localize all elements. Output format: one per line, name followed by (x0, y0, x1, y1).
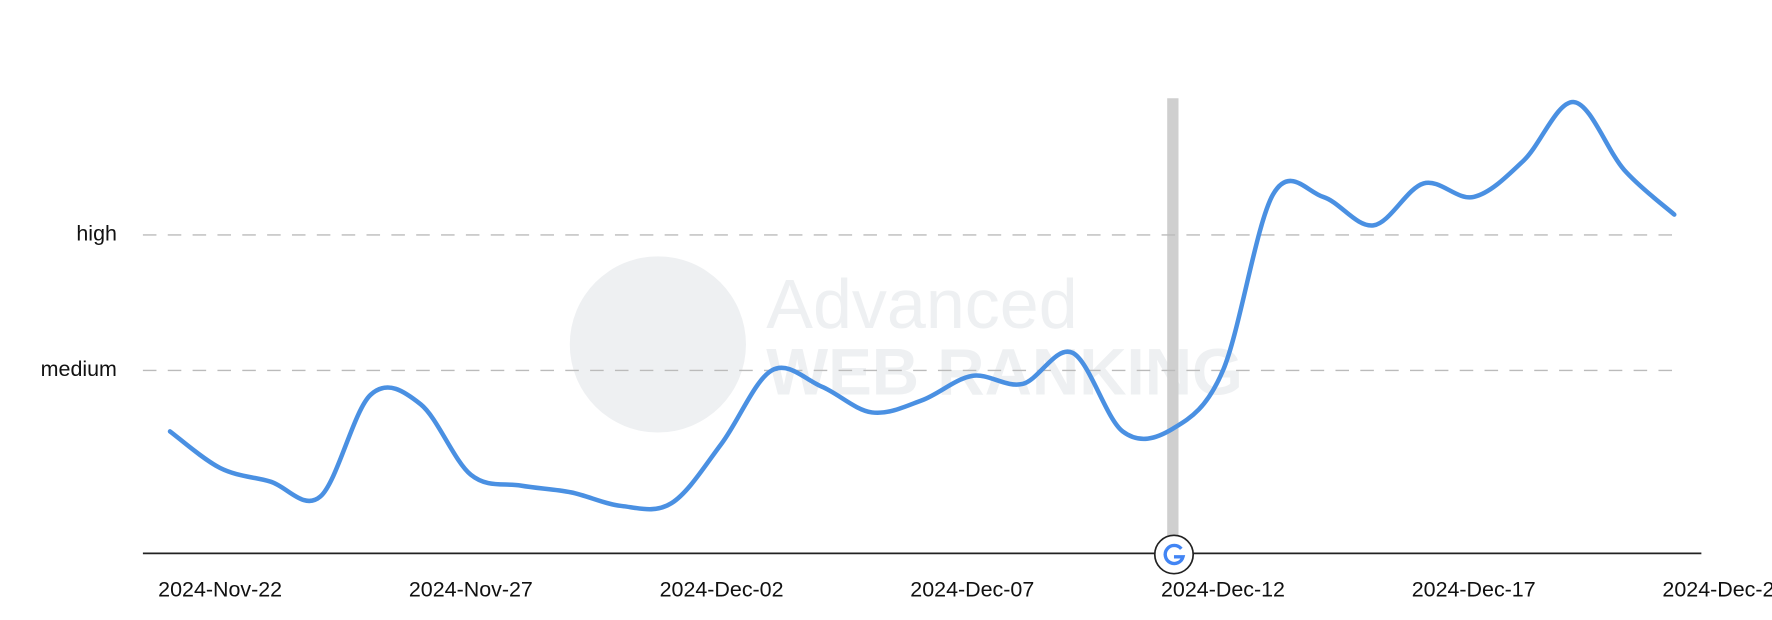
x-tick-label: 2024-Dec-17 (1412, 577, 1536, 601)
event-marker[interactable] (1153, 534, 1195, 575)
watermark-globe (569, 256, 746, 433)
event-icon[interactable] (1153, 534, 1195, 575)
x-tick-label: 2024-Dec-07 (910, 577, 1034, 601)
watermark-text: Advanced (766, 265, 1077, 343)
watermark: Advanced WEB RANKING (569, 256, 1243, 433)
event-line (1167, 98, 1179, 554)
x-tick-label: 2024-Dec-22 (1662, 577, 1772, 601)
x-tick-label: 2024-Dec-02 (660, 577, 784, 601)
x-tick-label: 2024-Dec-12 (1161, 577, 1285, 601)
x-tick-label: 2024-Nov-22 (158, 577, 282, 601)
y-tick-label: medium (41, 357, 117, 381)
watermark-text: WEB RANKING (766, 335, 1243, 408)
y-tick-label: high (76, 222, 117, 246)
line (167, 99, 1677, 512)
google-icon (1163, 543, 1186, 566)
x-tick-label: 2024-Nov-27 (409, 577, 533, 601)
